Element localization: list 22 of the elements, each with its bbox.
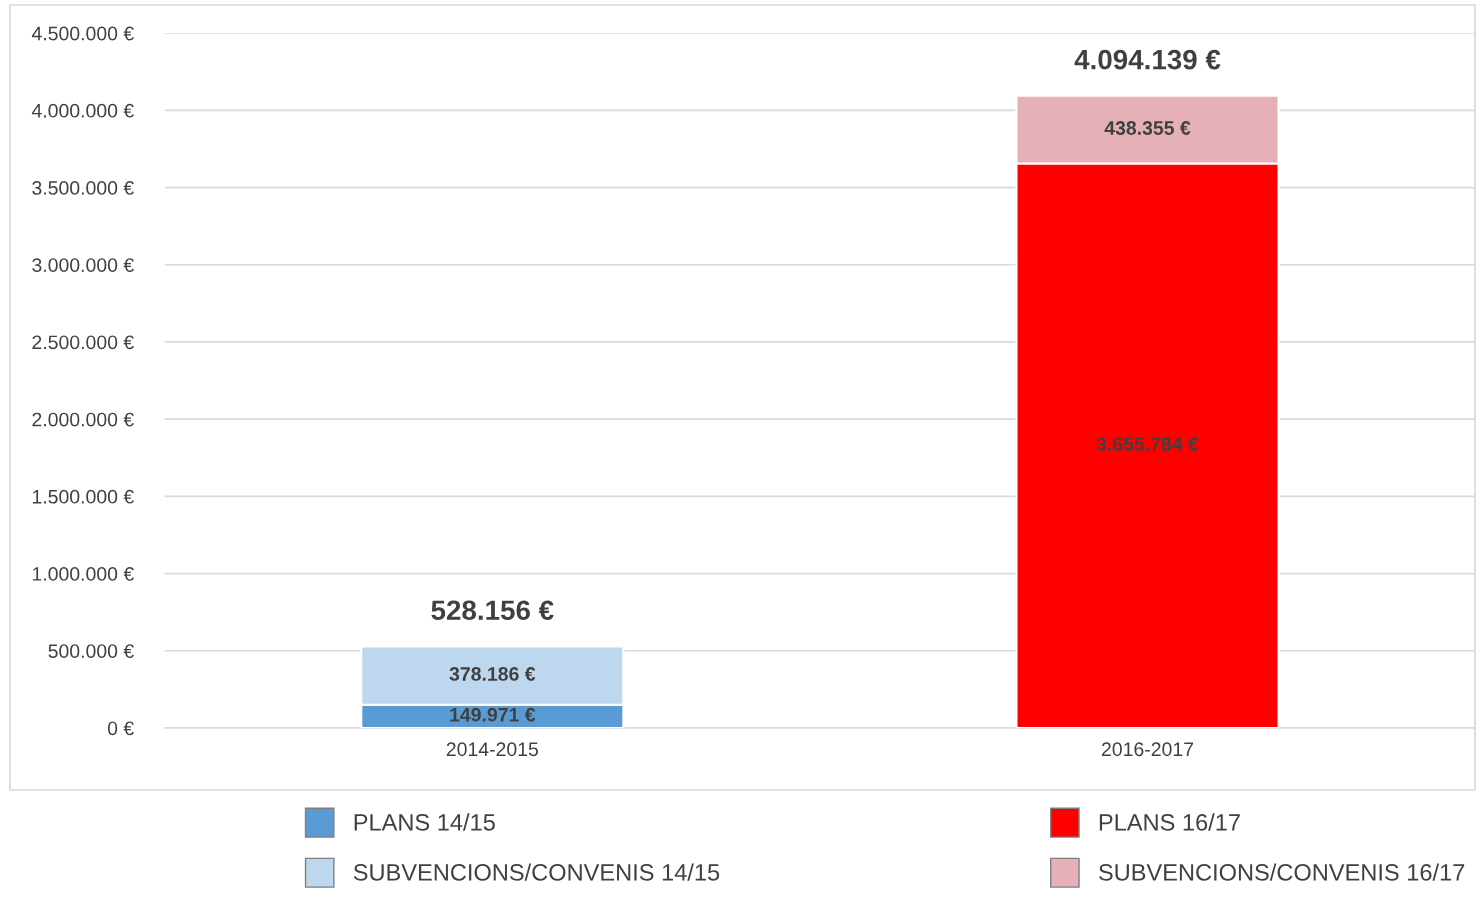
legend-label: PLANS 16/17 xyxy=(1099,813,1240,831)
data-label: 438.355 € xyxy=(1104,121,1191,135)
y-tick-label: 500.000 € xyxy=(48,644,134,658)
y-tick-label: 4.000.000 € xyxy=(31,103,134,118)
y-tick-label: 2.000.000 € xyxy=(32,412,134,427)
legend-label: PLANS 14/15 xyxy=(354,813,495,831)
x-tick-label: 2016-2017 xyxy=(1101,742,1194,757)
y-tick-label: 3.000.000 € xyxy=(32,258,134,272)
legend-label: SUBVENCIONS/CONVENIS 14/15 xyxy=(353,863,720,881)
total-label: 4.094.139 € xyxy=(1074,49,1221,70)
data-label: 378.186 € xyxy=(449,667,536,681)
data-label: 149.971 € xyxy=(450,707,536,722)
total-label: 528.156 € xyxy=(431,600,554,621)
x-tick-label: 2014-2015 xyxy=(446,742,538,757)
y-tick-label: 1.500.000 € xyxy=(32,489,134,504)
y-tick-label: 1.000.000 € xyxy=(32,567,134,581)
y-tick-label: 3.500.000 € xyxy=(32,181,134,195)
data-label: 3.655.784 € xyxy=(1096,437,1199,451)
y-tick-label: 0 € xyxy=(107,721,134,736)
y-tick-label: 2.500.000 € xyxy=(32,335,134,350)
legend-label: SUBVENCIONS/CONVENIS 16/17 xyxy=(1099,863,1465,881)
y-tick-label: 4.500.000 € xyxy=(31,26,134,41)
